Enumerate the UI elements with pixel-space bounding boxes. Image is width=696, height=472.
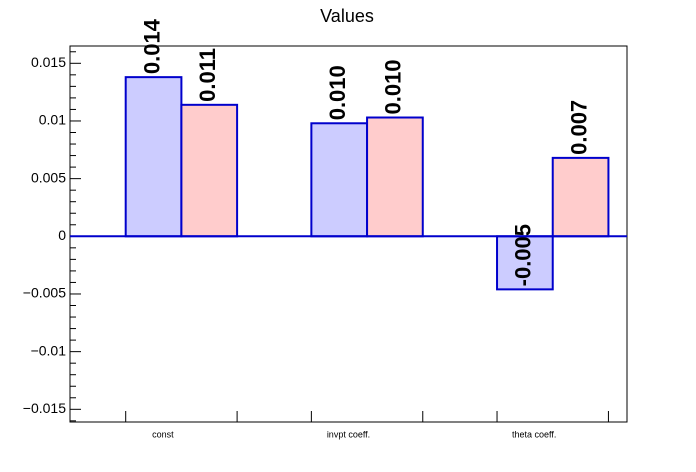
value-label: 0.010 <box>325 65 350 120</box>
y-tick-label: −0.015 <box>23 400 66 416</box>
bar <box>366 116 424 238</box>
bar <box>496 235 554 291</box>
x-tick-label: theta coeff. <box>512 429 556 439</box>
bar <box>180 103 239 238</box>
y-tick-label: −0.01 <box>31 342 67 358</box>
value-label: 0.011 <box>195 48 220 102</box>
bar <box>310 122 369 238</box>
value-label: -0.005 <box>511 224 536 286</box>
value-label: 0.014 <box>139 18 164 74</box>
bar <box>551 156 610 238</box>
value-label: 0.007 <box>566 100 591 155</box>
y-tick-label: 0.01 <box>39 112 66 128</box>
y-tick-label: −0.005 <box>23 285 66 301</box>
y-tick-label: 0.005 <box>31 169 66 185</box>
bar <box>124 76 183 238</box>
y-tick-label: 0.015 <box>31 54 66 70</box>
plot-frame <box>69 45 628 423</box>
value-label: 0.010 <box>381 59 406 114</box>
x-tick-label: const <box>152 429 174 439</box>
y-tick-label: 0 <box>58 227 66 243</box>
chart-title: Values <box>320 6 374 26</box>
x-tick-label: invpt coeff. <box>327 429 370 439</box>
